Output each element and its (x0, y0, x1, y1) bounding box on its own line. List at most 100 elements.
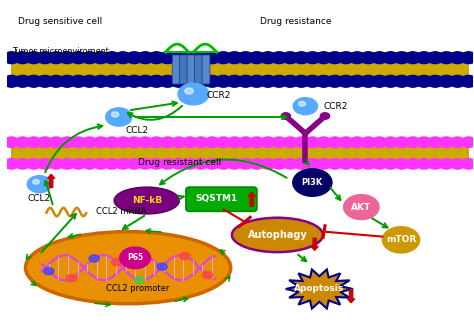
Text: Drug sensitive cell: Drug sensitive cell (18, 17, 102, 27)
Circle shape (49, 159, 64, 169)
Circle shape (182, 159, 197, 169)
Ellipse shape (232, 218, 323, 252)
Circle shape (71, 159, 86, 169)
Circle shape (405, 137, 420, 147)
Circle shape (327, 75, 343, 87)
FancyBboxPatch shape (180, 55, 188, 84)
Circle shape (4, 159, 19, 169)
FancyBboxPatch shape (186, 187, 257, 211)
Circle shape (202, 271, 212, 279)
Circle shape (416, 75, 432, 87)
Text: CCR2: CCR2 (324, 102, 348, 111)
Circle shape (205, 137, 219, 147)
Circle shape (316, 137, 331, 147)
Circle shape (171, 137, 186, 147)
Circle shape (405, 159, 420, 169)
Circle shape (112, 259, 122, 266)
Circle shape (82, 159, 97, 169)
Circle shape (149, 159, 164, 169)
Circle shape (126, 75, 143, 87)
Circle shape (27, 176, 52, 193)
Circle shape (157, 263, 167, 270)
Circle shape (49, 137, 64, 147)
Circle shape (226, 75, 243, 87)
Circle shape (293, 169, 332, 196)
Circle shape (338, 137, 354, 147)
Circle shape (134, 276, 145, 284)
Circle shape (137, 52, 154, 63)
Circle shape (93, 159, 108, 169)
Circle shape (261, 159, 275, 169)
Circle shape (26, 75, 42, 87)
Circle shape (27, 159, 41, 169)
Circle shape (283, 159, 298, 169)
Circle shape (304, 52, 321, 63)
Circle shape (338, 159, 354, 169)
Circle shape (59, 52, 76, 63)
Circle shape (349, 52, 365, 63)
Circle shape (215, 75, 232, 87)
Circle shape (44, 267, 54, 275)
Circle shape (272, 159, 287, 169)
Circle shape (382, 52, 399, 63)
Circle shape (33, 179, 39, 184)
Circle shape (360, 52, 377, 63)
Circle shape (82, 137, 97, 147)
Circle shape (337, 75, 355, 87)
Circle shape (14, 52, 31, 63)
Circle shape (36, 75, 54, 87)
Text: mTOR: mTOR (386, 235, 416, 244)
Circle shape (438, 52, 455, 63)
Circle shape (449, 52, 466, 63)
Circle shape (372, 137, 387, 147)
Circle shape (271, 52, 288, 63)
Circle shape (116, 137, 130, 147)
Circle shape (394, 137, 409, 147)
Circle shape (293, 98, 318, 115)
FancyBboxPatch shape (202, 55, 210, 84)
Circle shape (383, 227, 419, 253)
Circle shape (371, 75, 388, 87)
Circle shape (404, 52, 421, 63)
Circle shape (93, 137, 108, 147)
Circle shape (149, 137, 164, 147)
Circle shape (204, 75, 220, 87)
Circle shape (127, 137, 142, 147)
Circle shape (116, 159, 130, 169)
Circle shape (215, 52, 232, 63)
Circle shape (439, 159, 454, 169)
Circle shape (450, 159, 465, 169)
Circle shape (193, 137, 209, 147)
Circle shape (138, 137, 153, 147)
Circle shape (127, 159, 142, 169)
Circle shape (460, 52, 474, 63)
Circle shape (3, 75, 20, 87)
Circle shape (417, 137, 431, 147)
Circle shape (282, 52, 299, 63)
Circle shape (237, 52, 254, 63)
Circle shape (4, 137, 19, 147)
Ellipse shape (114, 187, 180, 214)
Circle shape (428, 137, 443, 147)
Circle shape (216, 137, 231, 147)
Text: CCL2: CCL2 (126, 126, 149, 135)
Circle shape (171, 159, 186, 169)
FancyArrow shape (248, 192, 255, 206)
Circle shape (337, 52, 355, 63)
Circle shape (182, 137, 197, 147)
Text: SQSTM1: SQSTM1 (196, 194, 238, 203)
FancyBboxPatch shape (11, 62, 469, 77)
Circle shape (160, 159, 175, 169)
FancyArrow shape (48, 174, 55, 188)
Circle shape (60, 137, 75, 147)
Circle shape (15, 159, 30, 169)
Circle shape (192, 52, 210, 63)
Circle shape (316, 159, 331, 169)
Circle shape (14, 75, 31, 87)
Circle shape (104, 137, 119, 147)
Circle shape (227, 137, 242, 147)
Circle shape (159, 52, 176, 63)
Circle shape (238, 137, 253, 147)
Circle shape (350, 159, 365, 169)
Circle shape (170, 75, 187, 87)
